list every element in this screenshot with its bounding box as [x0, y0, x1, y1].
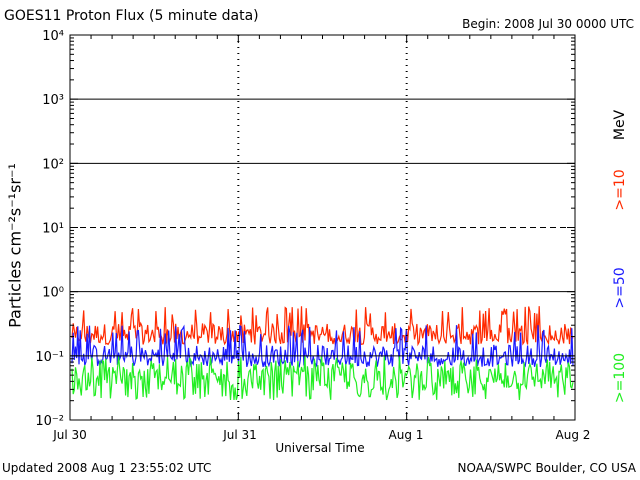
- x-tick-label: Aug 2: [555, 428, 591, 442]
- x-tick-label: Jul 30: [53, 428, 87, 442]
- chart-title: GOES11 Proton Flux (5 minute data): [4, 8, 259, 24]
- y-tick-label: 10⁻¹: [35, 350, 64, 365]
- y-tick-label: 10²: [42, 157, 64, 172]
- credit-line: NOAA/SWPC Boulder, CO USA: [457, 461, 636, 475]
- y-tick-label: 10⁴: [42, 29, 64, 44]
- updated-timestamp: Updated 2008 Aug 1 23:55:02 UTC: [2, 461, 212, 475]
- legend-series-100mev: >=100: [612, 352, 628, 404]
- series-line-ge50mev: [71, 324, 574, 368]
- y-axis-label: Particles cm⁻²s⁻¹sr⁻¹: [5, 163, 25, 328]
- x-tick-label: Aug 1: [388, 428, 424, 442]
- y-tick-label: 10⁰: [42, 286, 64, 301]
- begin-time: Begin: 2008 Jul 30 0000 UTC: [462, 17, 634, 31]
- x-axis-label: Universal Time: [275, 441, 365, 455]
- y-tick-label: 10¹: [42, 222, 64, 237]
- y-tick-label: 10³: [42, 93, 64, 108]
- y-tick-label: 10⁻²: [35, 414, 64, 429]
- series-line-ge10mev: [71, 306, 574, 347]
- series-line-ge100mev: [71, 355, 574, 401]
- x-tick-label: Jul 31: [223, 428, 257, 442]
